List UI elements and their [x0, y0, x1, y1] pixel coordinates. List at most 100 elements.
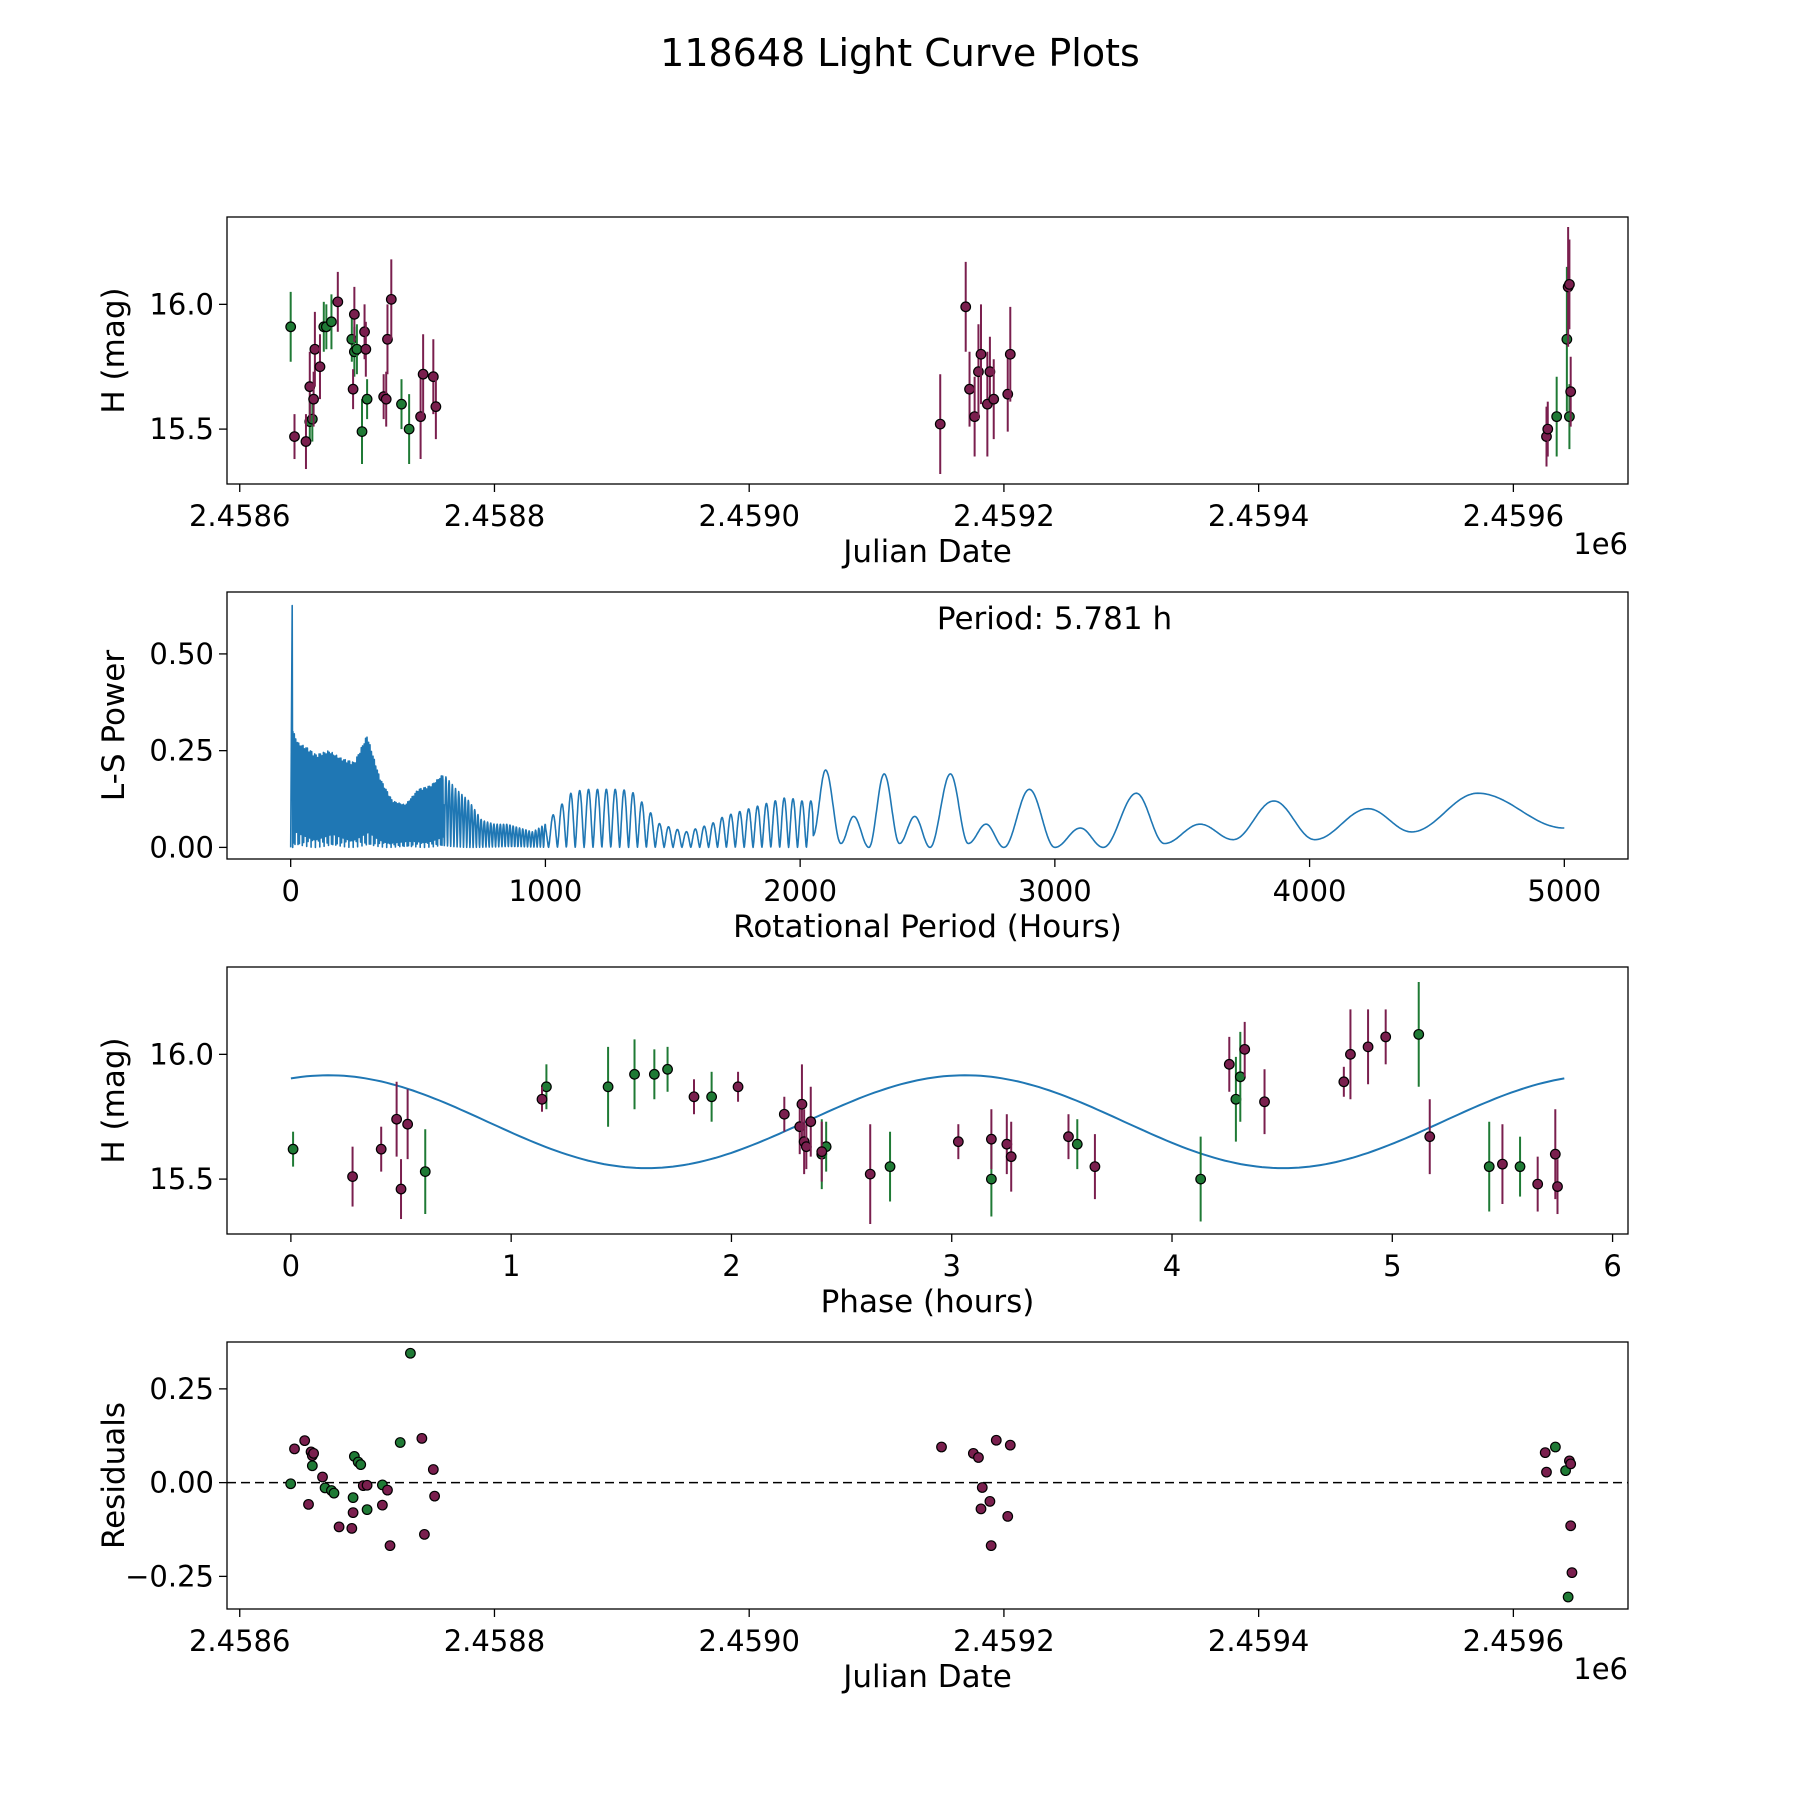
data-point: [347, 1507, 359, 1519]
figure-title: 118648 Light Curve Plots: [660, 31, 1140, 75]
data-point: [347, 1171, 358, 1183]
data-point: [416, 1432, 428, 1444]
x-tick-label: 1000: [509, 874, 583, 908]
light-curve-panel: 2.4586 2.4588 2.4590 2.4592 2.4594 2.4596 15.5…: [96, 216, 1629, 570]
data-point: [973, 1452, 984, 1463]
data-point: [990, 1434, 1002, 1446]
data-point: [287, 1143, 299, 1155]
x-tick-label: 2.4586: [189, 1624, 290, 1658]
data-point: [1539, 1447, 1551, 1459]
x-tick-label: 4000: [1273, 874, 1347, 908]
data-point: [419, 1528, 430, 1540]
data-point: [975, 348, 987, 360]
data-point: [1234, 1071, 1246, 1083]
data-point: [346, 1522, 358, 1534]
x-tick-label: 2.4596: [1463, 1624, 1564, 1658]
y-tick-label: 15.5: [149, 1162, 214, 1196]
data-point: [1541, 1466, 1552, 1478]
data-point: [361, 1504, 373, 1516]
data-point: [1071, 1138, 1083, 1150]
y-tick-label: 16.0: [149, 287, 214, 321]
data-point: [1230, 1093, 1242, 1105]
data-point: [1514, 1161, 1526, 1173]
data-point: [1004, 1439, 1016, 1451]
data-point: [952, 1136, 964, 1148]
data-point: [359, 326, 370, 338]
data-point: [1549, 1148, 1561, 1160]
data-point: [536, 1093, 548, 1105]
y-tick-label: 16.0: [149, 1037, 214, 1071]
model-fit-curve: [290, 1074, 1565, 1170]
y-axis-label: H (mag): [96, 287, 132, 413]
x-offset-label: 1e6: [1573, 527, 1628, 561]
data-point: [394, 1437, 406, 1448]
data-point: [299, 1435, 311, 1447]
data-point: [1564, 411, 1575, 423]
data-point: [314, 361, 326, 373]
data-point: [356, 426, 368, 437]
x-tick-label: 2.4586: [189, 499, 290, 533]
data-point: [1380, 1031, 1392, 1043]
data-point: [805, 1116, 817, 1128]
data-point: [1338, 1076, 1350, 1088]
data-point: [300, 436, 312, 447]
x-tick-label: 2.4588: [444, 499, 545, 533]
plot-frame: [226, 966, 1629, 1235]
data-point: [375, 1143, 387, 1155]
data-point: [415, 411, 426, 423]
data-point: [285, 1478, 297, 1490]
data-point: [402, 1118, 414, 1130]
data-point: [1223, 1058, 1235, 1070]
x-tick-label: 2000: [763, 874, 837, 908]
data-point: [1564, 278, 1575, 290]
data-point: [429, 1490, 441, 1502]
data-point: [1562, 1591, 1574, 1603]
x-tick-label: 3: [943, 1249, 961, 1283]
x-tick-label: 2.4594: [1208, 499, 1309, 533]
periodogram-line: [289, 604, 1565, 849]
data-point: [1195, 1173, 1207, 1185]
y-tick-label: 0.00: [149, 830, 214, 864]
data-point: [403, 423, 415, 435]
data-point: [361, 393, 373, 405]
x-tick-label: 0: [281, 874, 299, 908]
data-point: [1552, 1181, 1563, 1192]
data-point: [1345, 1048, 1356, 1060]
data-point: [1551, 411, 1563, 423]
data-point: [732, 1081, 744, 1093]
data-point: [688, 1091, 700, 1103]
data-point: [934, 418, 946, 430]
x-axis-label: Phase (hours): [821, 1284, 1035, 1320]
data-point: [1532, 1178, 1544, 1190]
data-point: [602, 1081, 614, 1093]
data-point: [816, 1146, 828, 1158]
data-point: [1565, 1520, 1577, 1532]
data-point: [1362, 1041, 1374, 1053]
data-point: [1005, 1151, 1017, 1163]
y-axis-label: H (mag): [96, 1037, 132, 1163]
data-point: [1483, 1161, 1495, 1173]
data-point: [303, 1498, 314, 1510]
data-point: [984, 1495, 996, 1507]
data-point: [541, 1081, 552, 1093]
y-tick-label: 0.50: [149, 637, 214, 671]
data-point: [1001, 1138, 1013, 1150]
data-point: [1542, 423, 1554, 435]
data-point: [1550, 1441, 1561, 1453]
x-tick-label: 2.4590: [698, 499, 799, 533]
data-points-group: [287, 981, 1563, 1225]
x-axis-label: Julian Date: [841, 1659, 1012, 1695]
x-tick-label: 6: [1603, 1249, 1621, 1283]
y-tick-label: −0.25: [125, 1559, 214, 1593]
data-points-group: [285, 226, 1577, 475]
data-point: [1239, 1043, 1251, 1055]
data-point: [1424, 1131, 1436, 1143]
data-point: [629, 1068, 640, 1080]
x-tick-label: 2.4588: [444, 1624, 545, 1658]
data-point: [308, 1447, 320, 1459]
x-tick-label: 5: [1383, 1249, 1401, 1283]
x-tick-label: 2.4592: [953, 1624, 1054, 1658]
data-point: [1413, 1028, 1425, 1040]
data-point: [376, 1499, 388, 1511]
